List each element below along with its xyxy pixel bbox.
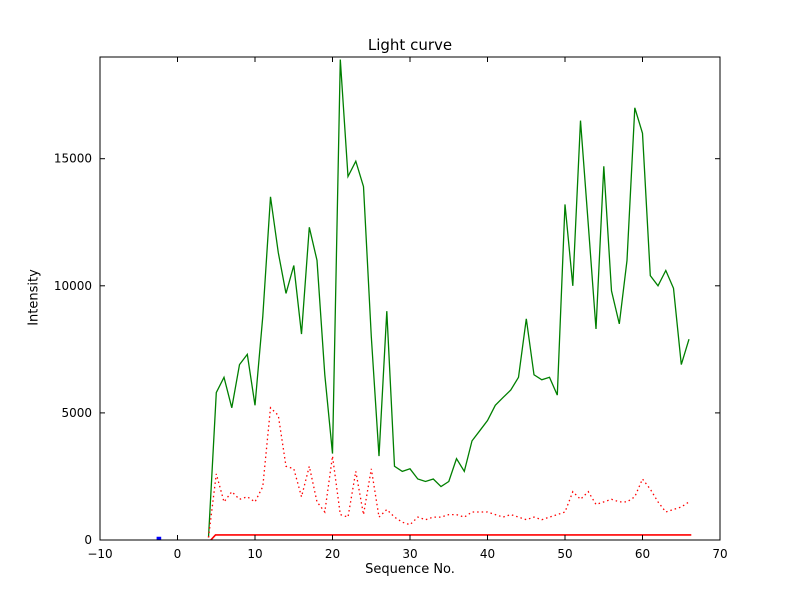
x-tick-label: 40 (480, 547, 495, 561)
x-tick-label: 60 (635, 547, 650, 561)
plot-frame (99, 56, 721, 541)
series-intensity-green (207, 59, 690, 538)
series-baseline-red-solid (210, 534, 692, 540)
x-tick-label: 70 (712, 547, 727, 561)
x-tick-label: 50 (557, 547, 572, 561)
x-tick-label: 0 (174, 547, 182, 561)
y-tick-label: 15000 (54, 152, 92, 166)
y-tick-label: 0 (84, 533, 92, 547)
series-intensity-red-dotted (207, 406, 690, 538)
y-tick-label: 10000 (54, 279, 92, 293)
y-tick-label: 5000 (61, 406, 92, 420)
x-tick-label: 30 (402, 547, 417, 561)
x-tick-label: 10 (247, 547, 262, 561)
x-axis-label: Sequence No. (365, 562, 455, 577)
x-tick-label: −10 (87, 547, 112, 561)
x-tick-label: 20 (325, 547, 340, 561)
chart-title: Light curve (367, 36, 453, 54)
